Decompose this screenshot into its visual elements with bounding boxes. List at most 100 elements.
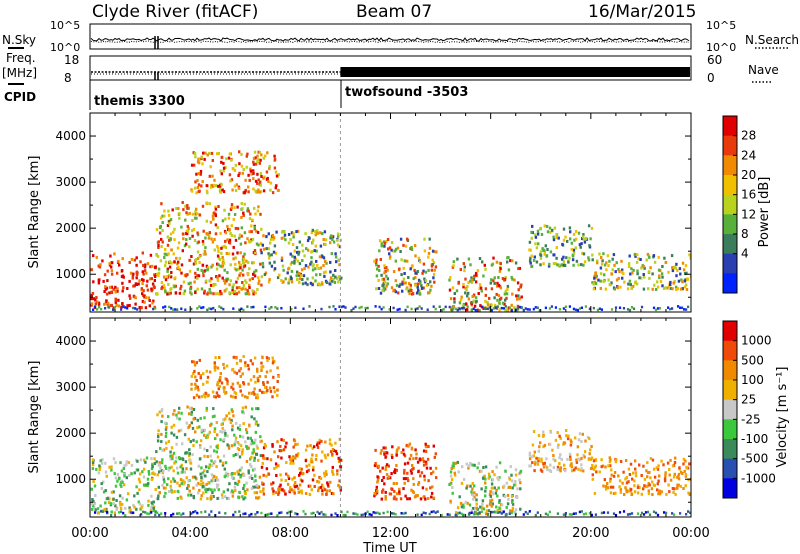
data-cell — [316, 441, 319, 445]
data-cell — [430, 472, 433, 476]
data-cell — [406, 237, 409, 241]
data-cell — [329, 241, 332, 245]
data-cell — [383, 264, 386, 268]
data-cell — [205, 189, 209, 193]
data-cell — [250, 486, 254, 490]
data-cell — [185, 421, 188, 425]
data-cell — [647, 270, 651, 274]
nave-tick-bottom: 0 — [707, 71, 715, 85]
data-cell — [140, 287, 144, 291]
data-cell — [512, 483, 516, 487]
data-cell — [141, 282, 144, 285]
data-cell — [558, 456, 561, 460]
data-cell — [209, 423, 212, 427]
data-cell — [264, 444, 267, 448]
data-cell — [420, 284, 423, 288]
data-cell — [516, 308, 519, 312]
data-cell — [193, 186, 197, 190]
data-cell — [398, 492, 401, 496]
data-cell — [417, 482, 420, 486]
data-cell — [219, 459, 222, 463]
data-cell — [396, 246, 400, 250]
data-cell — [230, 178, 234, 182]
data-cell — [263, 442, 267, 446]
data-cell — [242, 355, 245, 358]
colorbar-tick-label: 12 — [741, 207, 756, 221]
data-cell — [453, 471, 456, 475]
data-cell — [150, 457, 153, 461]
ground-cell — [642, 513, 646, 516]
data-cell — [216, 276, 219, 280]
data-cell — [432, 496, 435, 500]
data-cell — [449, 276, 452, 280]
data-cell — [383, 266, 387, 270]
data-cell — [537, 242, 540, 246]
data-cell — [262, 456, 265, 460]
data-cell — [228, 238, 232, 242]
data-cell — [254, 430, 257, 434]
data-cell — [112, 306, 115, 310]
ground-cell — [538, 309, 541, 312]
data-cell — [569, 443, 573, 447]
data-cell — [465, 486, 468, 490]
data-cell — [226, 488, 230, 492]
data-cell — [95, 296, 98, 299]
data-cell — [128, 279, 131, 283]
ground-cell — [462, 306, 465, 309]
data-cell — [186, 204, 189, 207]
data-cell — [257, 276, 260, 280]
ground-cell — [396, 308, 399, 311]
data-cell — [402, 452, 406, 456]
data-cell — [568, 226, 572, 230]
data-cell — [273, 450, 276, 454]
data-cell — [235, 356, 238, 360]
data-cell — [259, 435, 262, 439]
data-cell — [163, 209, 166, 213]
data-cell — [129, 508, 132, 512]
data-cell — [548, 262, 551, 266]
data-cell — [241, 406, 245, 410]
data-cell — [451, 486, 454, 489]
data-cell — [152, 506, 155, 510]
data-cell — [242, 497, 245, 501]
data-cell — [170, 248, 173, 252]
data-cell — [218, 385, 221, 389]
data-cell — [159, 466, 162, 470]
data-cell — [334, 449, 338, 453]
data-cell — [519, 285, 522, 289]
data-cell — [260, 283, 263, 287]
data-cell — [253, 458, 256, 462]
data-cell — [340, 276, 343, 280]
ground-cell — [346, 510, 349, 514]
data-cell — [331, 465, 334, 469]
data-cell — [598, 470, 601, 474]
data-cell — [489, 281, 492, 285]
data-cell — [419, 280, 422, 284]
data-cell — [212, 284, 215, 288]
data-cell — [515, 294, 518, 298]
data-cell — [298, 262, 302, 266]
data-cell — [206, 470, 209, 474]
data-cell — [112, 457, 116, 461]
data-cell — [542, 248, 546, 252]
data-cell — [591, 464, 594, 467]
data-cell — [216, 478, 220, 482]
data-cell — [163, 275, 166, 279]
data-cell — [317, 489, 320, 493]
data-cell — [669, 287, 672, 290]
ground-cell — [644, 511, 648, 514]
data-cell — [238, 455, 242, 459]
ground-cell — [290, 510, 293, 513]
ground-cell — [126, 307, 129, 310]
ground-cell — [122, 305, 125, 308]
data-cell — [292, 445, 295, 449]
data-cell — [373, 259, 376, 263]
ground-cell — [122, 511, 125, 515]
data-cell — [209, 220, 213, 224]
data-cell — [244, 440, 247, 444]
data-cell — [147, 503, 150, 507]
data-cell — [613, 471, 617, 474]
data-cell — [133, 471, 136, 475]
data-cell — [267, 280, 271, 284]
